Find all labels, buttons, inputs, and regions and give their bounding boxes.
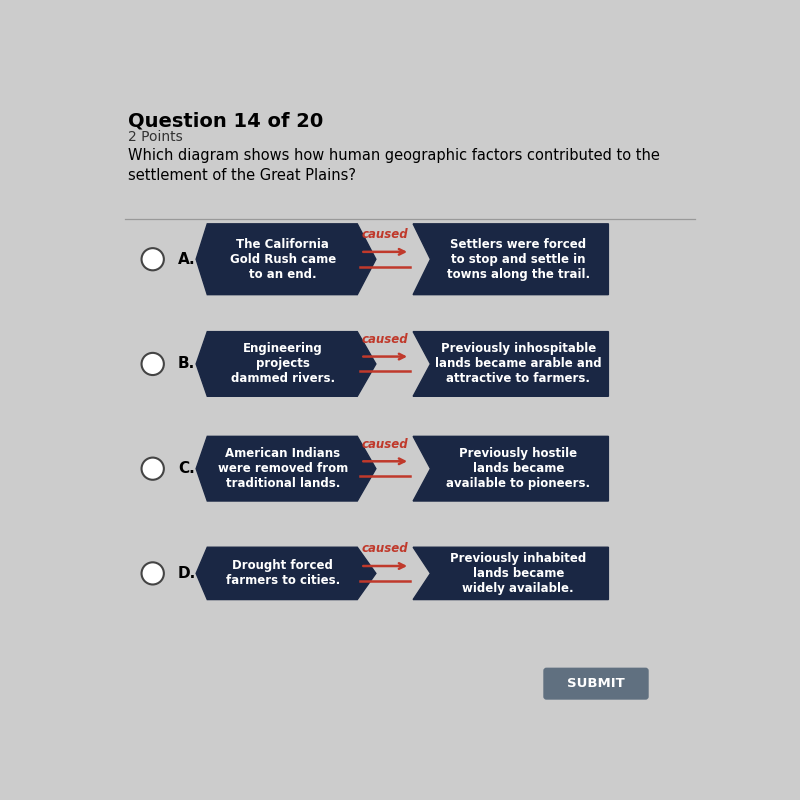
Circle shape: [142, 562, 164, 585]
Circle shape: [142, 458, 164, 480]
Polygon shape: [413, 332, 608, 396]
Text: caused: caused: [362, 542, 409, 555]
Polygon shape: [413, 224, 608, 294]
Text: C.: C.: [178, 461, 195, 476]
Text: Previously hostile
lands became
available to pioneers.: Previously hostile lands became availabl…: [446, 447, 590, 490]
Text: Settlers were forced
to stop and settle in
towns along the trail.: Settlers were forced to stop and settle …: [446, 238, 590, 281]
Text: caused: caused: [362, 228, 409, 241]
Polygon shape: [196, 224, 376, 294]
Text: The California
Gold Rush came
to an end.: The California Gold Rush came to an end.: [230, 238, 336, 281]
Polygon shape: [196, 547, 376, 599]
Text: D.: D.: [178, 566, 196, 581]
Text: caused: caused: [362, 438, 409, 450]
Text: Drought forced
farmers to cities.: Drought forced farmers to cities.: [226, 559, 340, 587]
FancyBboxPatch shape: [543, 668, 649, 700]
Text: caused: caused: [362, 333, 409, 346]
Text: 2 Points: 2 Points: [128, 130, 182, 144]
Text: Previously inhabited
lands became
widely available.: Previously inhabited lands became widely…: [450, 552, 586, 595]
Text: American Indians
were removed from
traditional lands.: American Indians were removed from tradi…: [218, 447, 348, 490]
Polygon shape: [413, 436, 608, 501]
Text: Previously inhospitable
lands became arable and
attractive to farmers.: Previously inhospitable lands became ara…: [435, 342, 602, 386]
Polygon shape: [196, 436, 376, 501]
Circle shape: [142, 248, 164, 270]
Text: A.: A.: [178, 252, 196, 266]
Text: SUBMIT: SUBMIT: [567, 677, 625, 690]
Circle shape: [142, 353, 164, 375]
Text: Which diagram shows how human geographic factors contributed to the
settlement o: Which diagram shows how human geographic…: [128, 148, 660, 183]
Text: B.: B.: [178, 357, 195, 371]
Polygon shape: [196, 332, 376, 396]
Text: Question 14 of 20: Question 14 of 20: [128, 111, 323, 130]
Polygon shape: [413, 547, 608, 599]
Text: Engineering
projects
dammed rivers.: Engineering projects dammed rivers.: [231, 342, 335, 386]
